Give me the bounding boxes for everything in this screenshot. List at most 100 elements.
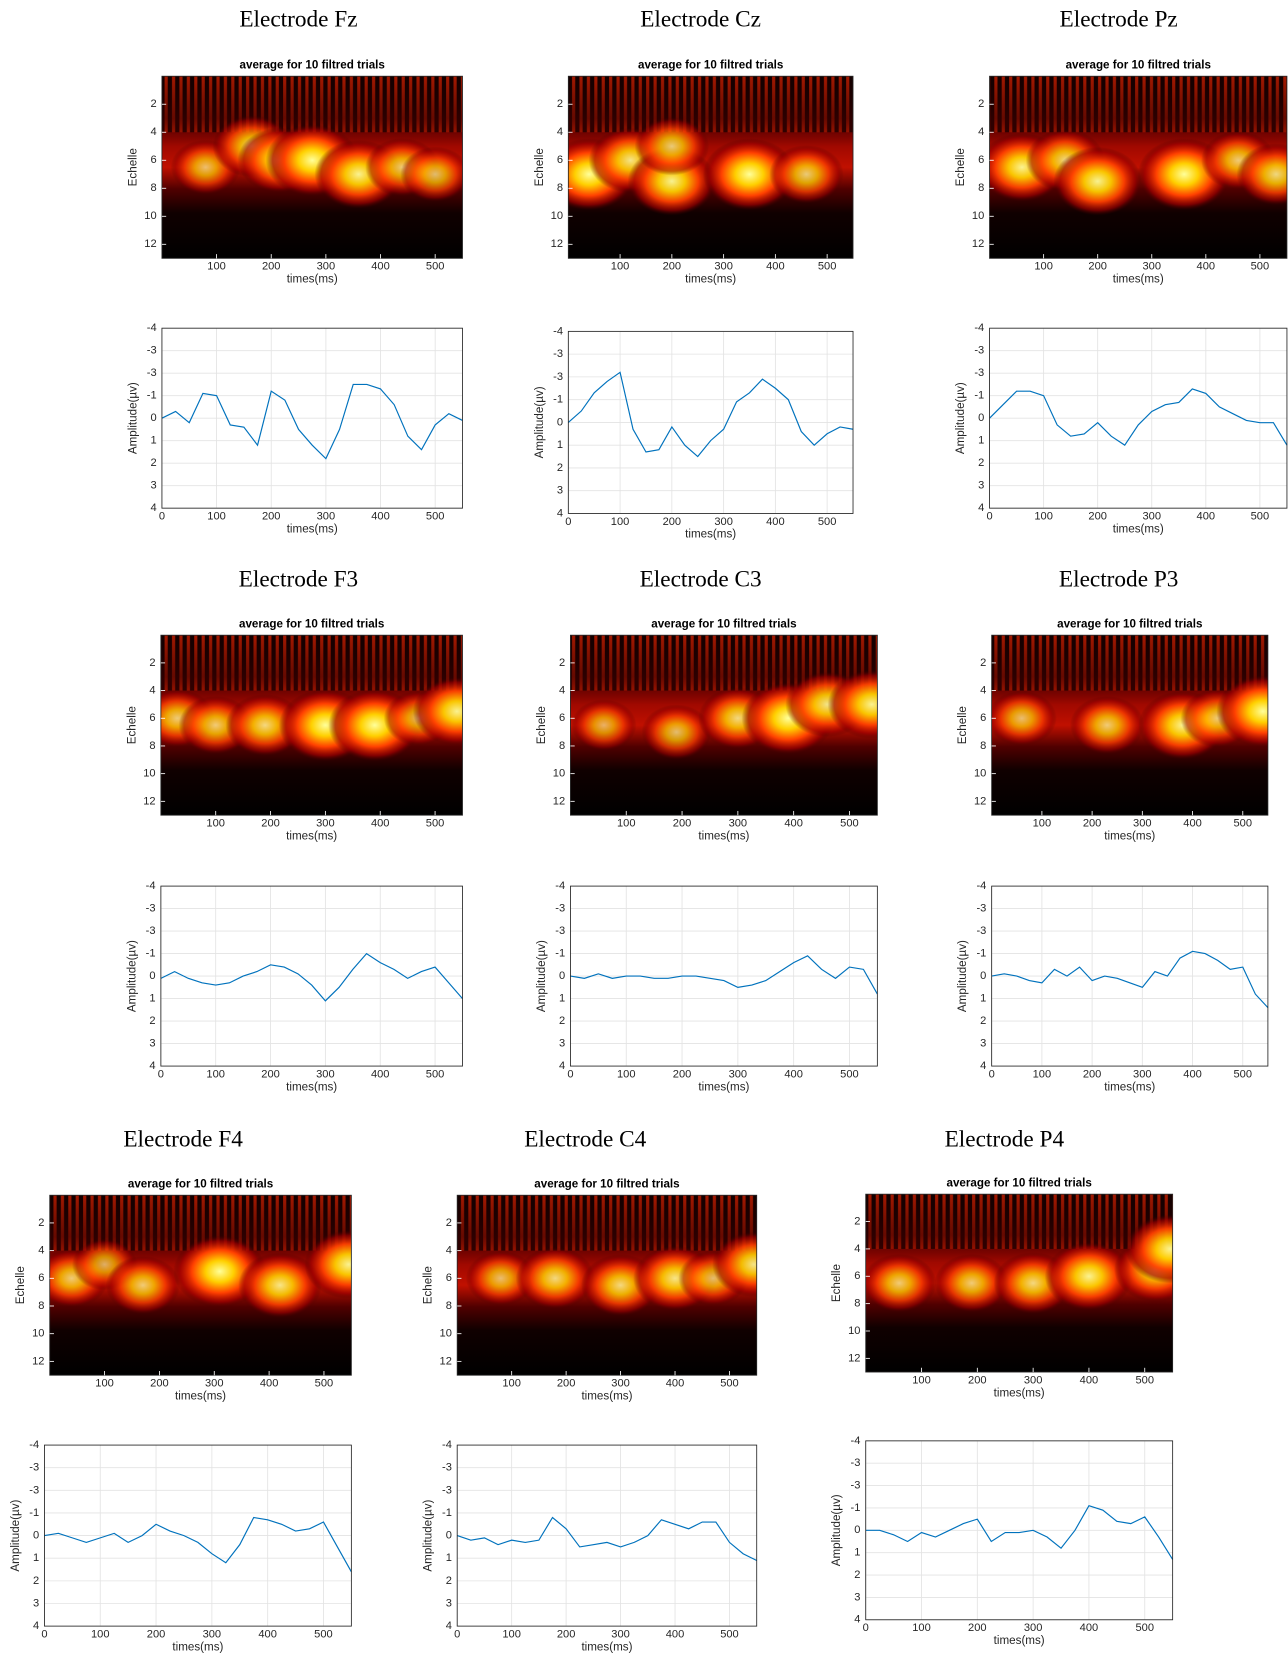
axes-frame (567, 330, 854, 514)
x-tick-label: 300 (611, 1378, 630, 1390)
erp-line (865, 1505, 1174, 1560)
y-axis-label: Amplitude(µv) (126, 382, 139, 454)
y-tick-label: 2 (559, 657, 565, 669)
x-axis-label: times(ms) (1113, 273, 1164, 286)
y-tick-label: 6 (149, 712, 155, 724)
electrode-title: Electrode Fz (239, 7, 357, 33)
x-tick-label: 100 (502, 1378, 521, 1390)
y-axis-label: Amplitude(µv) (125, 940, 138, 1012)
electrode-title: Electrode F4 (123, 1127, 243, 1153)
x-tick-label: 200 (557, 1378, 576, 1390)
axes-frame (865, 1193, 1174, 1373)
energy-peak (1044, 1241, 1134, 1311)
electrode-title: Electrode P4 (945, 1127, 1065, 1153)
energy-peak (827, 670, 878, 739)
x-tick-label: 100 (206, 1068, 225, 1080)
x-axis-label: times(ms) (287, 522, 338, 535)
scalogram (457, 1195, 757, 1376)
y-tick-label: 8 (149, 740, 155, 752)
x-tick-label: 0 (986, 511, 992, 523)
scalogram (568, 76, 854, 259)
y-tick-label: 4 (446, 1620, 452, 1632)
x-tick-label: 500 (1135, 1374, 1154, 1386)
y-axis-label: Echelle (535, 706, 548, 744)
y-tick-label: 10 (440, 1328, 452, 1340)
x-tick-label: 400 (666, 1629, 685, 1641)
y-tick-label: 1 (150, 435, 156, 447)
y-tick-label: 2 (446, 1217, 452, 1229)
y-tick-label: 6 (559, 712, 565, 724)
energy-peak (515, 1247, 595, 1310)
axes-title: average for 10 filtred trials (1057, 618, 1202, 631)
y-tick-label: -1 (553, 394, 563, 406)
x-axis-label: times(ms) (286, 1080, 337, 1093)
axes-title: average for 10 filtred trials (239, 618, 384, 631)
x-tick-label: 200 (150, 1378, 169, 1390)
energy-peak (634, 117, 710, 176)
y-tick-label: 2 (978, 457, 984, 469)
x-tick-label: 300 (1142, 511, 1161, 523)
x-tick-label: 500 (426, 261, 445, 273)
x-tick-label: 500 (720, 1378, 739, 1390)
x-tick-label: 500 (314, 1629, 333, 1641)
y-tick-label: 6 (978, 154, 984, 166)
x-axis-label: times(ms) (287, 273, 338, 286)
y-tick-label: -3 (976, 925, 986, 937)
x-tick-label: 200 (262, 261, 281, 273)
x-tick-label: 200 (663, 261, 682, 273)
x-tick-label: 500 (1251, 511, 1270, 523)
y-tick-label: -3 (29, 1462, 39, 1474)
y-tick-label: 0 (559, 970, 565, 982)
x-tick-label: 300 (611, 1629, 630, 1641)
scalogram (160, 635, 463, 816)
y-axis-label: Echelle (14, 1266, 27, 1304)
axes-title: average for 10 filtred trials (651, 618, 796, 631)
y-tick-label: 12 (551, 238, 563, 250)
y-tick-label: 12 (974, 795, 986, 807)
axes-title: average for 10 filtred trials (638, 59, 783, 72)
y-tick-label: -3 (147, 345, 157, 357)
axes-frame (160, 634, 463, 816)
erp-line (161, 383, 463, 460)
y-tick-label: 12 (972, 238, 984, 250)
erp-line (567, 371, 854, 458)
x-tick-label: 200 (663, 516, 682, 528)
x-tick-label: 500 (426, 511, 445, 523)
x-tick-label: 300 (203, 1629, 222, 1641)
axes-frame (989, 327, 1288, 509)
axes-frame (456, 1444, 758, 1627)
x-tick-label: 100 (617, 818, 636, 830)
y-tick-label: -3 (146, 925, 156, 937)
y-tick-label: 0 (980, 970, 986, 982)
energy-peak (400, 146, 463, 202)
y-tick-label: 3 (150, 480, 156, 492)
x-tick-label: 400 (1197, 511, 1216, 523)
y-tick-label: -4 (974, 322, 984, 334)
y-tick-label: 3 (557, 485, 563, 497)
x-tick-label: 0 (454, 1629, 460, 1641)
y-tick-label: 2 (150, 457, 156, 469)
y-tick-label: 1 (854, 1547, 860, 1559)
axes-frame (456, 1194, 758, 1376)
x-tick-label: 200 (673, 1068, 692, 1080)
y-tick-label: 4 (978, 502, 984, 514)
y-tick-label: -3 (976, 903, 986, 915)
y-tick-label: 10 (553, 768, 565, 780)
y-tick-label: 2 (854, 1215, 860, 1227)
x-tick-label: 200 (261, 818, 280, 830)
x-tick-label: 400 (1183, 818, 1202, 830)
y-tick-label: -4 (976, 880, 986, 892)
x-tick-label: 100 (611, 516, 630, 528)
x-tick-label: 100 (95, 1378, 114, 1390)
y-tick-label: -1 (976, 948, 986, 960)
y-axis-label: Echelle (125, 706, 138, 744)
y-tick-label: 8 (557, 182, 563, 194)
y-tick-label: -1 (146, 948, 156, 960)
x-axis-label: times(ms) (994, 1634, 1045, 1647)
energy-peak (991, 690, 1057, 746)
x-axis-label: times(ms) (698, 829, 749, 842)
y-tick-label: 6 (980, 712, 986, 724)
axes-frame (49, 1194, 352, 1376)
x-axis-label: times(ms) (994, 1386, 1045, 1399)
x-tick-label: 100 (912, 1374, 931, 1386)
